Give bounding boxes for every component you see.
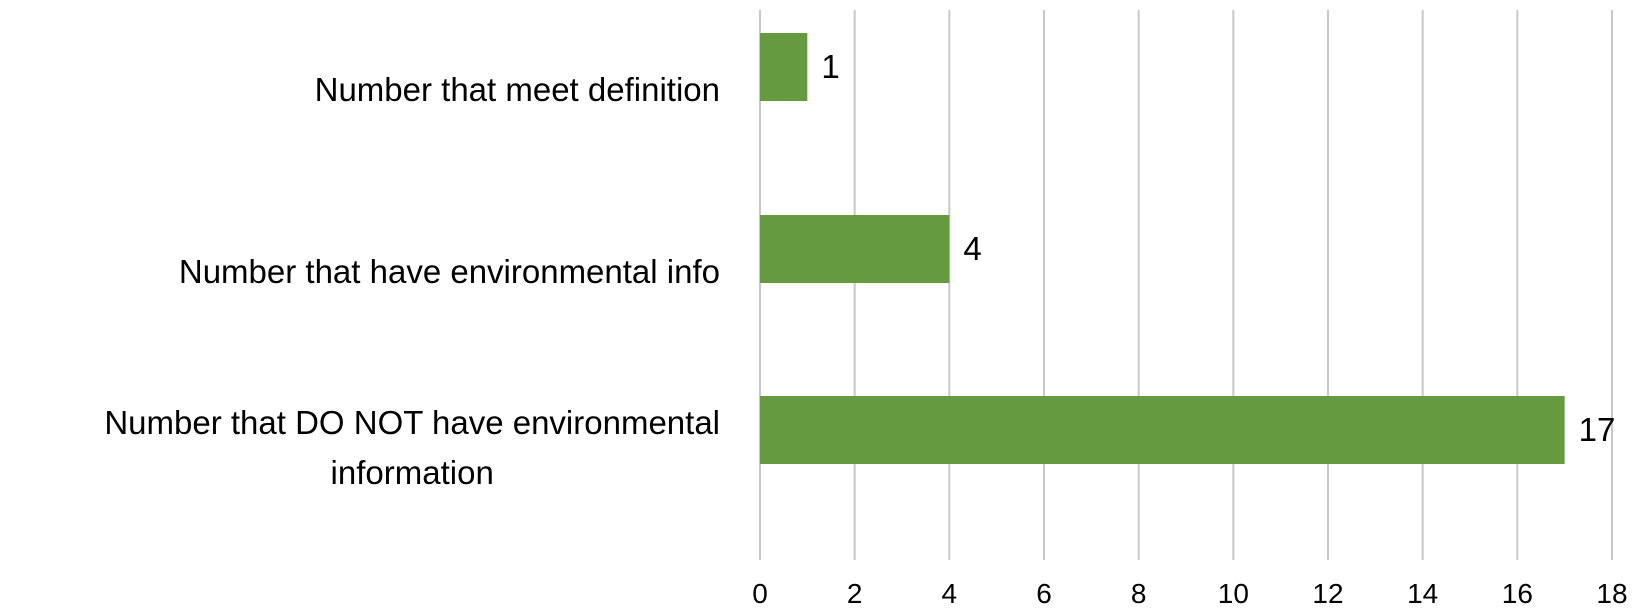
category-label-3: Number that DO NOT have environmental inf… [104, 404, 720, 491]
x-tick-label-0: 0 [752, 578, 768, 609]
bar-1 [760, 33, 808, 101]
data-labels: 1 4 17 [821, 48, 1615, 448]
x-tick-label-2: 2 [847, 578, 863, 609]
data-label-2: 4 [963, 230, 981, 267]
x-tick-label-6: 6 [1036, 578, 1052, 609]
bars [760, 33, 1565, 464]
category-labels: Number that meet definition Number that h… [104, 71, 720, 491]
category-label-3-line-2: information [331, 454, 494, 491]
category-label-2: Number that have environmental info [179, 253, 720, 290]
bar-2 [760, 215, 950, 283]
category-label-2-line-1: Number that have environmental info [179, 253, 720, 290]
x-axis-tick-labels: 0 2 4 6 8 10 12 14 16 18 [752, 578, 1627, 609]
data-label-3: 17 [1579, 411, 1616, 448]
x-tick-label-18: 18 [1596, 578, 1627, 609]
x-tick-label-14: 14 [1407, 578, 1438, 609]
x-tick-label-8: 8 [1131, 578, 1147, 609]
category-label-1-line-1: Number that meet definition [315, 71, 720, 108]
x-tick-label-10: 10 [1218, 578, 1249, 609]
data-label-1: 1 [821, 48, 839, 85]
x-tick-label-4: 4 [942, 578, 958, 609]
gridlines [759, 10, 1613, 560]
x-tick-label-16: 16 [1502, 578, 1533, 609]
category-label-3-line-1: Number that DO NOT have environmental [104, 404, 720, 441]
bar-3 [760, 396, 1565, 464]
x-tick-label-12: 12 [1312, 578, 1343, 609]
category-label-1: Number that meet definition [315, 71, 720, 108]
